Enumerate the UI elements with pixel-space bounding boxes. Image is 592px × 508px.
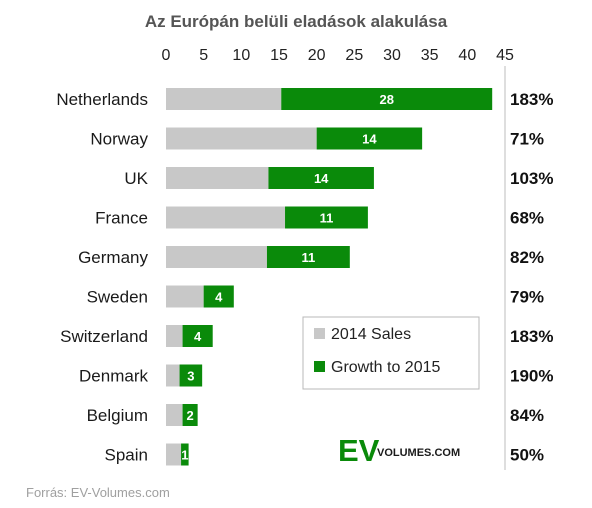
data-label-growth-switzerland: 4 bbox=[194, 329, 202, 344]
bar-2014-sales-germany bbox=[166, 246, 267, 268]
data-label-growth-germany: 11 bbox=[302, 250, 316, 265]
bar-2014-sales-norway bbox=[166, 127, 317, 150]
category-label-uk: UK bbox=[124, 169, 148, 188]
legend: 2014 Sales Growth to 2015 bbox=[302, 316, 480, 390]
x-tick-label: 40 bbox=[458, 47, 476, 64]
category-label-netherlands: Netherlands bbox=[56, 90, 148, 109]
bar-growth-norway bbox=[316, 127, 423, 150]
legend-label-growth: Growth to 2015 bbox=[331, 359, 441, 376]
data-label-growth-spain: 1 bbox=[181, 448, 188, 463]
bar-2014-sales-netherlands bbox=[166, 88, 282, 110]
x-tick-label: 20 bbox=[308, 47, 326, 64]
data-label-growth-denmark: 3 bbox=[187, 369, 194, 384]
bar-growth-belgium bbox=[182, 404, 198, 426]
growth-percent-uk: 103% bbox=[510, 169, 553, 188]
bar-growth-denmark bbox=[179, 364, 203, 387]
data-label-growth-uk: 14 bbox=[314, 171, 329, 186]
x-tick-label: 5 bbox=[199, 47, 208, 64]
growth-percent-germany: 82% bbox=[510, 248, 544, 267]
legend-box bbox=[302, 316, 480, 390]
bar-2014-sales-denmark bbox=[166, 364, 180, 387]
bar-growth-france bbox=[285, 206, 368, 229]
growth-percent-sweden: 79% bbox=[510, 288, 544, 307]
growth-percent-netherlands: 183% bbox=[510, 90, 553, 109]
x-axis-ticks: 0 5 10 15 20 25 30 35 40 45 bbox=[162, 47, 514, 64]
category-label-belgium: Belgium bbox=[87, 406, 148, 425]
data-label-growth-norway: 14 bbox=[362, 132, 377, 147]
x-tick-label: 10 bbox=[232, 47, 250, 64]
chart-title: Az Európán belüli eladások alakulása bbox=[145, 12, 448, 31]
x-tick-label: 25 bbox=[345, 47, 363, 64]
logo-volumes-text: VOLUMES.COM bbox=[377, 447, 460, 459]
bar-growth-spain bbox=[181, 443, 189, 466]
x-tick-label: 30 bbox=[383, 47, 401, 64]
category-label-germany: Germany bbox=[78, 248, 148, 267]
growth-percent-switzerland: 183% bbox=[510, 327, 553, 346]
source-note: Forrás: EV-Volumes.com bbox=[26, 485, 170, 500]
legend-label-2014-sales: 2014 Sales bbox=[331, 326, 411, 343]
category-label-france: France bbox=[95, 209, 148, 228]
bar-2014-sales-switzerland bbox=[166, 325, 183, 347]
growth-percent-norway: 71% bbox=[510, 130, 544, 149]
x-tick-label: 35 bbox=[421, 47, 439, 64]
data-label-growth-sweden: 4 bbox=[215, 290, 223, 305]
growth-percent-denmark: 190% bbox=[510, 367, 553, 386]
bar-2014-sales-uk bbox=[166, 167, 269, 189]
bar-growth-germany bbox=[266, 246, 350, 268]
category-label-norway: Norway bbox=[90, 130, 148, 149]
category-label-switzerland: Switzerland bbox=[60, 327, 148, 346]
bar-growth-uk bbox=[268, 167, 374, 189]
category-label-denmark: Denmark bbox=[79, 367, 148, 386]
data-label-growth-netherlands: 28 bbox=[379, 92, 393, 107]
bar-growth-netherlands bbox=[281, 88, 493, 110]
x-tick-label: 45 bbox=[496, 47, 514, 64]
growth-percent-belgium: 84% bbox=[510, 406, 544, 425]
x-tick-label: 15 bbox=[270, 47, 288, 64]
bar-growth-switzerland bbox=[182, 325, 213, 347]
bar-2014-sales-spain bbox=[166, 443, 182, 466]
legend-swatch-growth bbox=[314, 361, 325, 372]
bar-2014-sales-belgium bbox=[166, 404, 183, 426]
data-label-growth-france: 11 bbox=[320, 211, 334, 226]
ev-volumes-logo: EV VOLUMES.COM bbox=[338, 433, 460, 468]
bar-growth-sweden bbox=[203, 285, 234, 308]
data-label-growth-belgium: 2 bbox=[186, 408, 193, 423]
growth-percent-spain: 50% bbox=[510, 446, 544, 465]
logo-ev-text: EV bbox=[338, 433, 380, 468]
category-label-sweden: Sweden bbox=[87, 288, 148, 307]
bar-rows: Netherlands 28 183%Norway 14 71%UK 14 103%Fran… bbox=[56, 88, 553, 466]
growth-percent-france: 68% bbox=[510, 209, 544, 228]
x-tick-label: 0 bbox=[162, 47, 171, 64]
category-label-spain: Spain bbox=[105, 446, 148, 465]
bar-2014-sales-france bbox=[166, 206, 286, 229]
legend-swatch-2014-sales bbox=[314, 328, 325, 339]
bar-2014-sales-sweden bbox=[166, 285, 204, 308]
